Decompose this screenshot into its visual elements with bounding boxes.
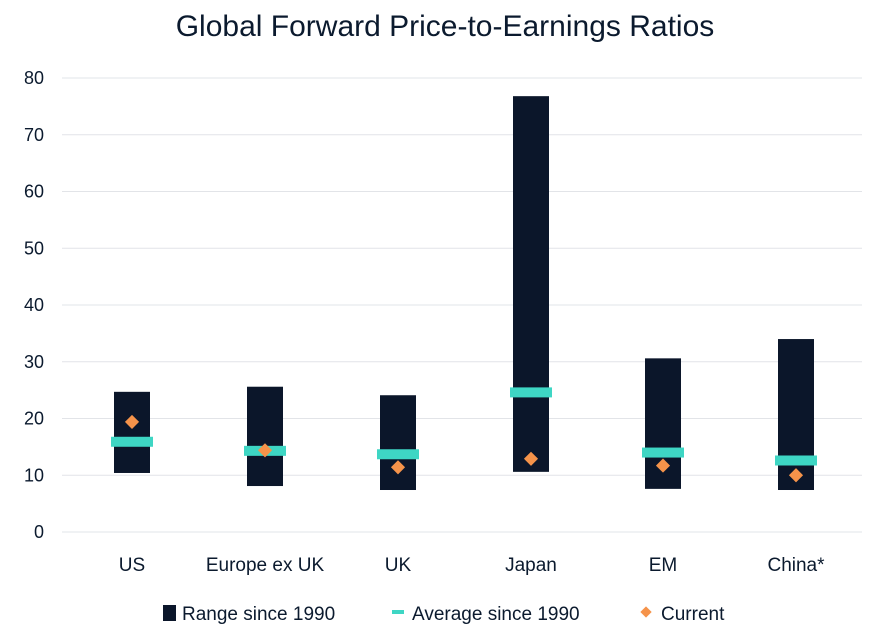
x-category-label: Europe ex UK	[206, 555, 325, 576]
legend-average-swatch	[392, 610, 404, 614]
range-bars	[114, 96, 814, 491]
average-marker	[111, 436, 153, 447]
current-marker	[390, 460, 406, 475]
y-tick-label: 80	[24, 68, 44, 88]
average-marker	[510, 387, 552, 398]
range-bar	[247, 386, 283, 487]
y-tick-label: 60	[24, 182, 44, 202]
range-bar	[114, 391, 150, 473]
legend-current-swatch	[640, 606, 652, 618]
range-bar	[380, 395, 416, 491]
x-category-label: China*	[767, 555, 825, 576]
x-category-label: EM	[649, 555, 678, 576]
y-axis-ticks: 0 10 20 30 40 50 60 70 80	[24, 68, 44, 542]
y-tick-label: 0	[34, 522, 44, 542]
legend-range-label: Range since 1990	[182, 604, 335, 625]
gridlines	[62, 77, 862, 533]
current-marker	[257, 443, 273, 458]
range-bar	[778, 339, 814, 491]
current-markers	[124, 414, 804, 483]
legend-current-label: Current	[661, 604, 725, 625]
average-marker	[775, 455, 817, 466]
average-marker	[642, 447, 684, 458]
current-marker	[788, 468, 804, 483]
current-marker	[124, 414, 140, 429]
legend-range-swatch	[163, 605, 176, 621]
y-tick-label: 30	[24, 352, 44, 372]
y-tick-label: 10	[24, 465, 44, 485]
current-marker	[523, 451, 539, 466]
average-marker	[377, 449, 419, 460]
average-markers	[111, 387, 817, 466]
y-tick-label: 20	[24, 409, 44, 429]
current-marker	[655, 458, 671, 473]
x-axis-categories: US Europe ex UK UK Japan EM China*	[119, 555, 825, 576]
chart-title: Global Forward Price-to-Earnings Ratios	[176, 10, 715, 43]
y-tick-label: 70	[24, 125, 44, 145]
y-tick-label: 50	[24, 238, 44, 258]
legend-average-label: Average since 1990	[412, 604, 580, 625]
x-category-label: UK	[385, 555, 412, 576]
x-category-label: US	[119, 555, 145, 576]
legend: Range since 1990 Average since 1990 Curr…	[163, 604, 725, 625]
x-category-label: Japan	[505, 555, 557, 576]
y-tick-label: 40	[24, 295, 44, 315]
range-bar	[513, 96, 549, 472]
